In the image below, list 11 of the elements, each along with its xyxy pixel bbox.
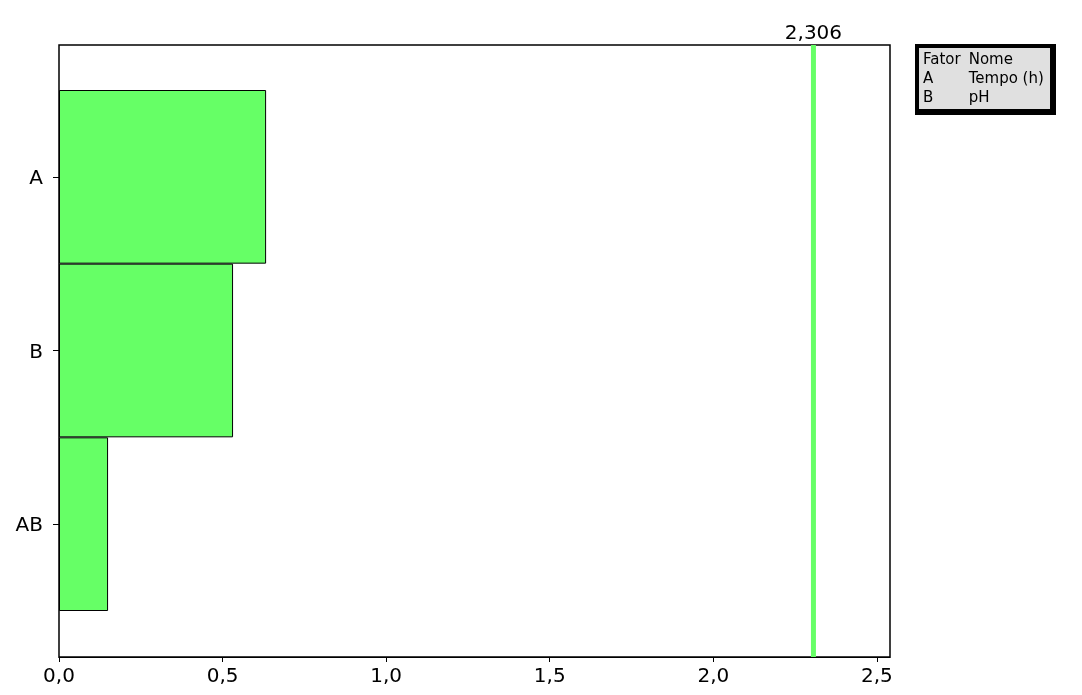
y-tick-label: A [29, 164, 44, 189]
x-tick-label: 2,0 [697, 663, 730, 687]
x-tick-label: 0,5 [206, 663, 239, 687]
y-tick-label: AB [15, 512, 43, 537]
x-tick-label: 1,0 [370, 663, 403, 687]
x-tick-label: 1,5 [533, 663, 566, 687]
y-tick-label: B [29, 338, 43, 363]
ref-line-label: 2,306 [784, 20, 843, 44]
factor-table: Fator Nome A Tempo (h) B pH [915, 44, 1056, 115]
x-tick-label: 0,0 [43, 663, 75, 687]
x-tick-label: 2,5 [861, 663, 893, 687]
